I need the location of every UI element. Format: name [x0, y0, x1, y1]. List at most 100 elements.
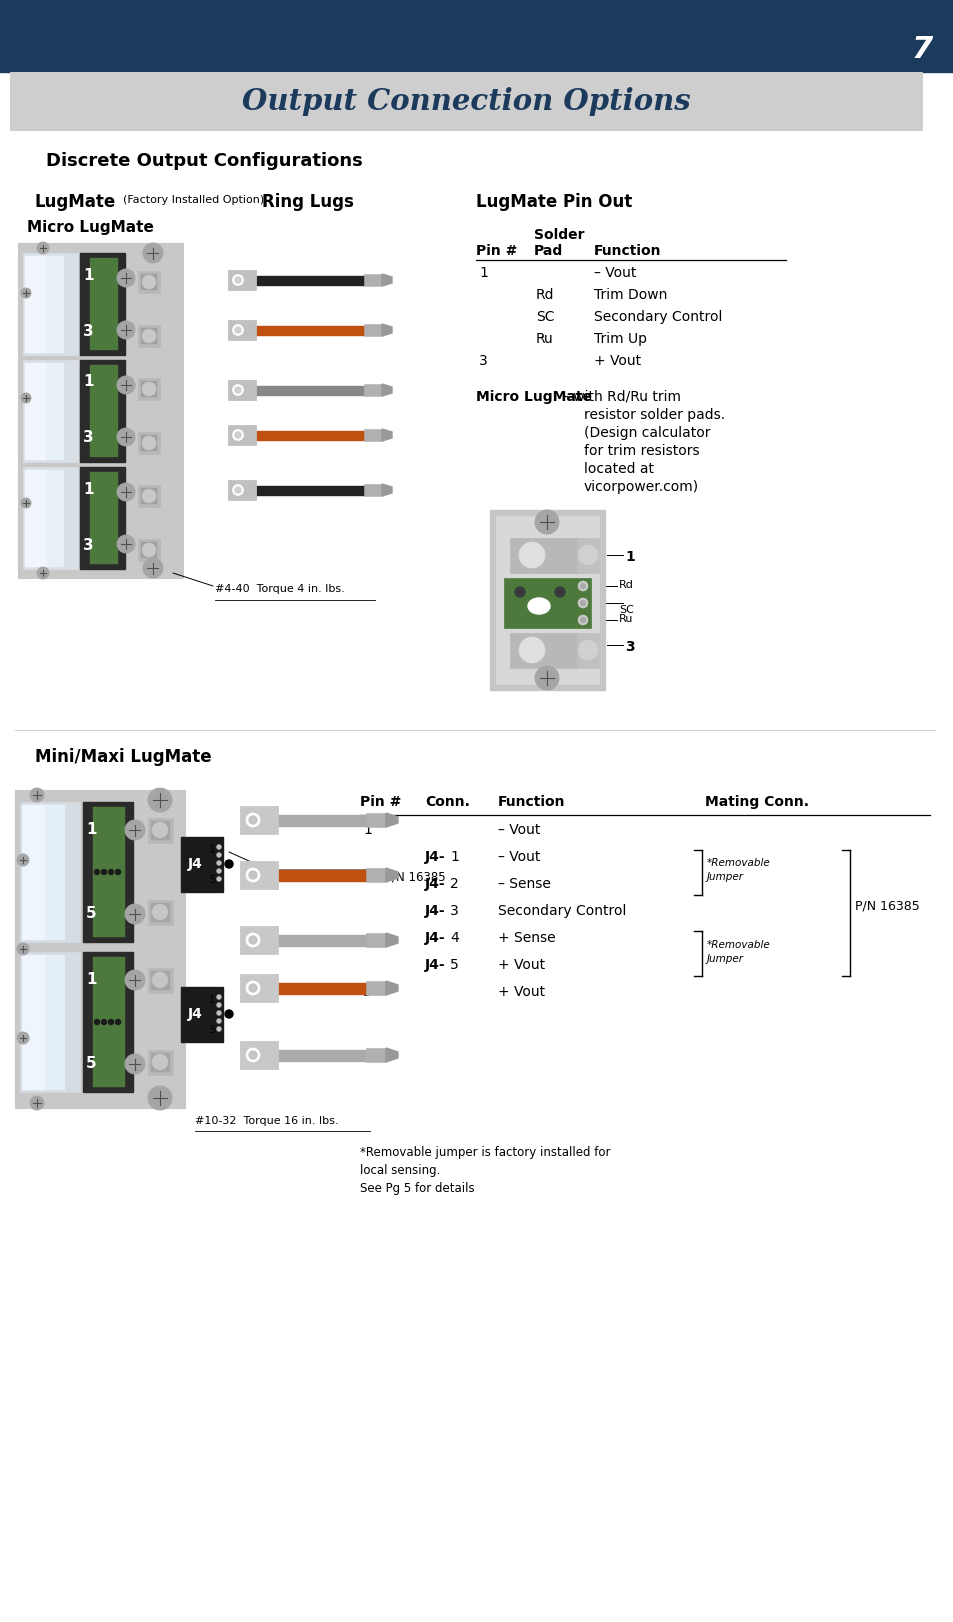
Polygon shape	[386, 813, 397, 827]
Text: Function: Function	[497, 795, 565, 809]
Bar	[23, 253, 78, 355]
Polygon shape	[381, 274, 392, 285]
Text: Ru: Ru	[618, 615, 633, 624]
Text: – Vout: – Vout	[594, 266, 636, 281]
Circle shape	[579, 584, 585, 589]
Text: Pin #: Pin #	[359, 795, 401, 809]
Text: Pin #: Pin #	[476, 243, 517, 258]
Circle shape	[225, 860, 233, 868]
Text: J4-: J4-	[424, 850, 445, 865]
Bar	[138, 431, 160, 454]
Circle shape	[94, 869, 99, 874]
Bar	[510, 633, 584, 668]
Bar	[92, 808, 125, 938]
Bar	[0, 0, 953, 71]
Circle shape	[37, 568, 49, 579]
Circle shape	[142, 488, 156, 503]
Circle shape	[233, 485, 243, 495]
Bar	[275, 814, 366, 826]
Circle shape	[578, 641, 598, 660]
Text: 4: 4	[450, 931, 458, 946]
Text: Conn.: Conn.	[424, 795, 470, 809]
Circle shape	[535, 667, 558, 689]
Circle shape	[152, 972, 168, 988]
Bar	[151, 821, 170, 840]
Text: 5: 5	[450, 959, 458, 972]
Bar	[80, 360, 125, 462]
Bar	[25, 256, 45, 352]
Circle shape	[216, 861, 221, 865]
Bar	[151, 1053, 170, 1072]
Circle shape	[234, 328, 241, 333]
Bar	[364, 384, 381, 396]
Circle shape	[216, 869, 221, 873]
Bar	[141, 542, 157, 558]
Bar	[364, 274, 381, 285]
Bar	[22, 805, 44, 939]
Polygon shape	[381, 324, 392, 336]
Bar	[181, 837, 223, 892]
Circle shape	[30, 788, 44, 801]
Text: Micro LugMate: Micro LugMate	[27, 221, 153, 235]
Bar	[151, 972, 170, 989]
Bar	[22, 955, 44, 1088]
Bar	[20, 952, 80, 1092]
Bar	[15, 790, 185, 1108]
Circle shape	[234, 388, 241, 393]
Circle shape	[17, 855, 29, 866]
Bar	[364, 324, 381, 336]
Circle shape	[142, 543, 156, 556]
Bar	[23, 360, 78, 462]
Circle shape	[578, 545, 598, 564]
Circle shape	[518, 637, 544, 663]
Bar	[240, 861, 277, 889]
Bar	[90, 472, 118, 564]
Bar	[228, 380, 255, 401]
Text: – Vout: – Vout	[497, 850, 539, 865]
Circle shape	[216, 853, 221, 856]
Circle shape	[101, 1020, 107, 1025]
Polygon shape	[381, 483, 392, 496]
Text: 1: 1	[478, 266, 487, 281]
Text: + Sense: + Sense	[497, 931, 555, 946]
Polygon shape	[386, 1048, 397, 1062]
Circle shape	[17, 1032, 29, 1045]
Text: 1: 1	[363, 822, 372, 837]
Bar	[90, 258, 118, 350]
Circle shape	[37, 242, 49, 255]
Circle shape	[152, 1054, 168, 1071]
Circle shape	[246, 933, 260, 947]
Text: (Factory Installed Option): (Factory Installed Option)	[123, 195, 264, 204]
Text: #4-40  Torque 4 in. lbs.: #4-40 Torque 4 in. lbs.	[214, 584, 344, 594]
Bar	[148, 900, 172, 925]
Circle shape	[117, 269, 135, 287]
Bar	[275, 1049, 366, 1061]
Circle shape	[249, 1051, 256, 1059]
Text: 1: 1	[209, 845, 215, 855]
Bar	[253, 485, 364, 495]
Bar	[366, 933, 386, 947]
Circle shape	[216, 845, 221, 848]
Circle shape	[515, 587, 524, 597]
Bar	[80, 467, 125, 569]
Text: Output Connection Options: Output Connection Options	[241, 86, 690, 115]
Bar	[253, 386, 364, 394]
Text: 1: 1	[624, 550, 634, 564]
Circle shape	[143, 558, 163, 577]
Circle shape	[518, 542, 544, 568]
Circle shape	[30, 1096, 44, 1109]
Text: 3: 3	[478, 354, 487, 368]
Circle shape	[148, 1087, 172, 1109]
Text: 1: 1	[83, 482, 93, 496]
Circle shape	[579, 618, 585, 623]
Bar	[181, 988, 223, 1041]
Text: *Removable: *Removable	[706, 858, 770, 868]
Text: located at: located at	[583, 462, 654, 475]
Text: 1: 1	[450, 850, 458, 865]
Circle shape	[142, 436, 156, 449]
Circle shape	[216, 1011, 221, 1015]
Text: 1: 1	[83, 268, 93, 282]
Bar	[20, 801, 80, 942]
Bar	[141, 328, 157, 344]
Bar	[240, 806, 277, 834]
